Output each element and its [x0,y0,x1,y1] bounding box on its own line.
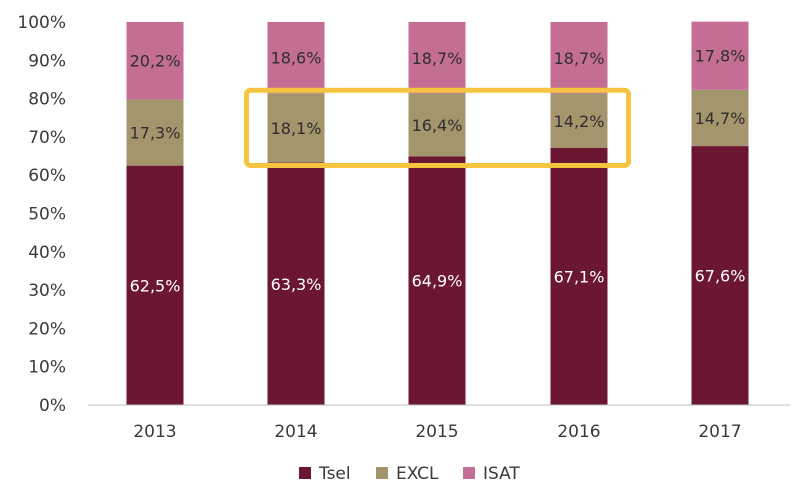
x-tick-label: 2015 [415,422,458,442]
y-tick-label: 20% [28,319,66,339]
legend-label-tsel: Tsel [318,464,351,484]
y-tick-label: 100% [17,13,66,33]
x-tick-label: 2013 [133,422,176,442]
y-tick-label: 60% [28,166,66,186]
legend-label-excl: EXCL [396,464,439,484]
bar-segment-excl [267,93,325,163]
highlight-rectangle [244,87,631,169]
y-tick-label: 30% [28,281,66,301]
y-tick-label: 0% [39,396,66,416]
y-tick-label: 80% [28,90,66,110]
data-label-tsel: 67,1% [554,268,605,287]
data-label-isat: 17,8% [695,47,746,66]
bar-segment-tsel [691,146,749,406]
legend-swatch-excl [376,467,388,479]
bar-segment-tsel [408,156,466,405]
data-label-tsel: 64,9% [412,272,463,291]
y-axis: 0% 10% 20% 30% 40% 50% 60% 70% 80% 90% 100% [17,13,66,416]
x-tick-label: 2014 [274,422,317,442]
y-tick-label: 50% [28,205,66,225]
data-label-excl: 14,2% [554,112,605,131]
bar-segment-excl [126,99,184,166]
bar-segment-isat [550,22,608,94]
legend-swatch-tsel [299,467,311,479]
bar-segment-tsel [126,165,184,405]
bar-segment-isat [126,22,184,100]
y-tick-label: 90% [28,51,66,71]
legend: Tsel EXCL ISAT [299,464,520,484]
data-label-tsel: 67,6% [695,267,746,286]
bar-segment-isat [691,21,749,90]
data-label-isat: 18,7% [412,49,463,68]
bar-segment-isat [267,22,325,94]
legend-swatch-isat [463,467,475,479]
data-label-excl: 17,3% [130,123,181,142]
legend-label-isat: ISAT [483,464,520,484]
bars [126,21,749,406]
bar-segment-tsel [267,162,325,405]
data-label-excl: 18,1% [271,119,322,138]
x-tick-label: 2016 [557,422,600,442]
bar-segment-excl [691,89,749,147]
y-tick-label: 70% [28,128,66,148]
y-tick-label: 40% [28,243,66,263]
bar-segment-excl [408,93,466,157]
x-tick-label: 2017 [698,422,741,442]
highlight-box [244,87,631,169]
data-label-isat: 18,6% [271,49,322,68]
bar-labels: 62,5% 17,3% 20,2% 63,3% 18,1% 18,6% 64,9% 16,4%… [130,47,746,296]
x-axis: 2013 2014 2015 2016 2017 [133,422,741,442]
data-label-isat: 20,2% [130,52,181,71]
data-label-isat: 18,7% [554,49,605,68]
data-label-excl: 16,4% [412,116,463,135]
bar-segment-tsel [550,148,608,405]
data-label-tsel: 63,3% [271,275,322,294]
y-tick-label: 10% [28,358,66,378]
bar-segment-isat [408,22,466,94]
data-label-tsel: 62,5% [130,276,181,295]
bar-segment-excl [550,93,608,149]
data-label-excl: 14,7% [695,109,746,128]
